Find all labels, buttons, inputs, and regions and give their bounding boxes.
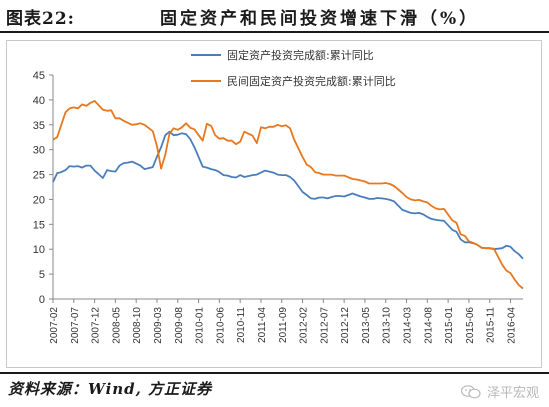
x-tick-label: 2008-05 [111, 307, 122, 344]
x-tick-label: 2015-01 [444, 307, 455, 344]
y-tick-label: 45 [33, 70, 45, 82]
y-tick-label: 5 [39, 269, 45, 281]
x-tick-label: 2008-10 [132, 307, 143, 344]
x-tick-label: 2007-07 [70, 307, 81, 344]
x-tick-label: 2010-01 [195, 307, 206, 344]
legend-label: 民间固定资产投资完成额:累计同比 [227, 74, 396, 88]
x-tick-label: 2016-04 [507, 307, 518, 344]
legend-label: 固定资产投资完成额:累计同比 [227, 48, 374, 62]
x-tick-label: 2007-12 [91, 307, 102, 344]
figure-label: 图表22: [6, 9, 75, 29]
watermark-text: 泽平宏观 [486, 386, 539, 401]
x-tick-label: 2012-12 [340, 307, 351, 344]
x-tick-label: 2012-07 [319, 307, 330, 344]
x-tick-label: 2013-10 [382, 307, 393, 344]
x-tick-label: 2013-05 [361, 307, 372, 344]
y-tick-label: 40 [33, 95, 45, 107]
header-rule [0, 31, 549, 33]
wechat-icon [460, 384, 481, 398]
y-tick-label: 0 [39, 294, 45, 306]
x-tick-label: 2007-02 [49, 307, 60, 344]
watermark: 泽平宏观 [460, 382, 539, 401]
x-tick-label: 2014-03 [403, 307, 414, 344]
y-tick-label: 35 [33, 120, 45, 132]
y-tick-label: 25 [33, 170, 45, 182]
x-tick-label: 2010-11 [236, 307, 247, 343]
x-tick-label: 2009-08 [174, 307, 185, 344]
line-chart: 0 5 10 15 20 25 30 35 40 45 2007-02 2007-07 2007-12 2… [33, 48, 524, 344]
y-tick-label: 15 [33, 219, 45, 231]
series-line-private-fai [52, 100, 524, 290]
series-line-total-fai [52, 130, 524, 260]
x-tick-label: 2009-03 [153, 307, 164, 344]
source-note: 资料来源：Wind, 方正证券 [8, 380, 213, 398]
figure-title: 固定资产和民间投资增速下滑（%） [160, 9, 480, 29]
x-tick-label: 2011-04 [257, 307, 268, 343]
x-tick-label: 2014-08 [423, 307, 434, 344]
x-tick-label: 2015-06 [465, 307, 476, 344]
y-tick-label: 10 [33, 244, 45, 256]
y-tick-label: 20 [33, 194, 45, 206]
chart-frame: 0 5 10 15 20 25 30 35 40 45 2007-02 2007-07 2007-12 2… [6, 40, 542, 368]
y-tick-label: 30 [33, 145, 45, 157]
x-tick-label: 2011-09 [278, 307, 289, 343]
x-tick-label: 2012-02 [299, 307, 310, 344]
footer-rule [0, 372, 549, 374]
x-tick-label: 2010-06 [215, 307, 226, 344]
figure-header: 图表22: 固定资产和民间投资增速下滑（%） [0, 0, 549, 30]
x-tick-label: 2015-11 [486, 307, 497, 343]
